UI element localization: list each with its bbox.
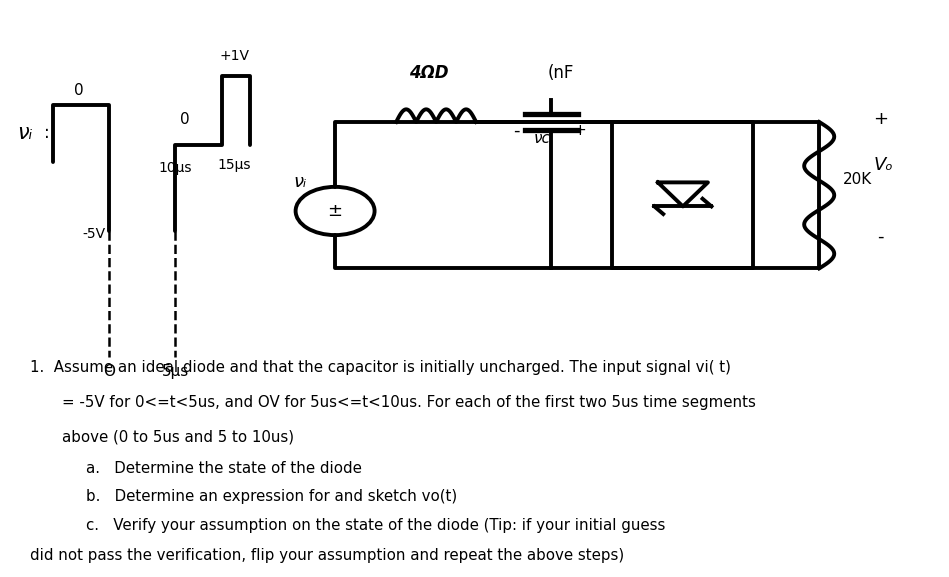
Text: 1.  Assume an ideal diode and that the capacitor is initially uncharged. The inp: 1. Assume an ideal diode and that the ca…	[29, 360, 731, 375]
Text: -: -	[877, 228, 884, 246]
Text: ±: ±	[327, 202, 343, 220]
Text: 10μs: 10μs	[158, 161, 192, 175]
Text: (nF: (nF	[548, 64, 574, 82]
Text: = -5V for 0<=t<5us, and OV for 5us<=t<10us. For each of the first two 5us time s: = -5V for 0<=t<5us, and OV for 5us<=t<10…	[63, 395, 756, 410]
Text: -: -	[513, 122, 520, 140]
Text: 5μs: 5μs	[161, 364, 189, 379]
Text: a.   Determine the state of the diode: a. Determine the state of the diode	[86, 461, 362, 476]
Text: above (0 to 5us and 5 to 10us): above (0 to 5us and 5 to 10us)	[63, 429, 294, 444]
Text: :: :	[44, 125, 49, 143]
Text: -5V: -5V	[82, 227, 105, 241]
Text: νᵢ: νᵢ	[17, 123, 32, 144]
Text: +: +	[573, 123, 586, 138]
Text: +1V: +1V	[219, 49, 250, 63]
Text: O: O	[103, 364, 116, 379]
Text: νᵢ: νᵢ	[293, 173, 307, 191]
Text: b.   Determine an expression for and sketch vo(t): b. Determine an expression for and sketc…	[86, 489, 457, 504]
Text: νc: νc	[533, 130, 550, 145]
Text: did not pass the verification, flip your assumption and repeat the above steps): did not pass the verification, flip your…	[29, 548, 623, 563]
Text: +: +	[873, 110, 888, 128]
Text: Vₒ: Vₒ	[873, 156, 893, 174]
Text: 0: 0	[74, 83, 84, 98]
Text: 20K: 20K	[843, 172, 872, 187]
Text: c.   Verify your assumption on the state of the diode (Tip: if your initial gues: c. Verify your assumption on the state o…	[86, 518, 665, 533]
Text: 15μs: 15μs	[217, 158, 251, 172]
Text: 4ΩD: 4ΩD	[409, 64, 449, 82]
Text: 0: 0	[180, 111, 190, 126]
